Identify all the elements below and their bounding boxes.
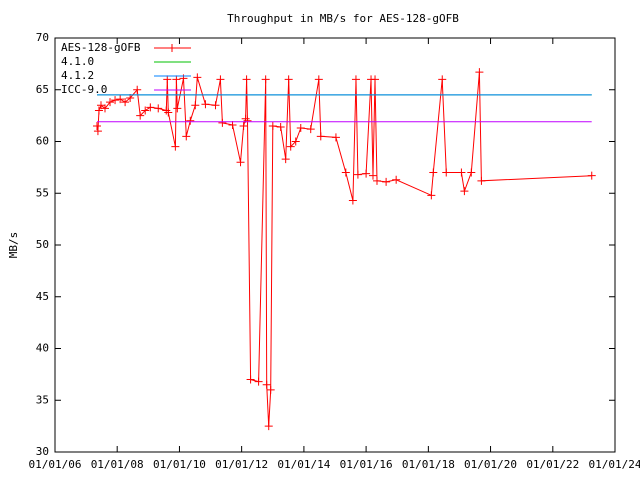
point-marker bbox=[101, 104, 110, 113]
point-marker bbox=[133, 85, 142, 94]
point-marker bbox=[331, 133, 340, 142]
point-marker bbox=[186, 116, 195, 125]
point-marker bbox=[218, 118, 227, 127]
point-marker bbox=[442, 168, 451, 177]
point-marker bbox=[587, 171, 596, 180]
point-marker bbox=[96, 101, 105, 110]
point-marker bbox=[262, 380, 271, 389]
point-marker bbox=[154, 104, 163, 113]
legend-label: 4.1.2 bbox=[61, 69, 94, 82]
y-tick-label: 40 bbox=[36, 342, 49, 355]
legend-label: ICC-9.0 bbox=[61, 83, 107, 96]
point-marker bbox=[211, 101, 220, 110]
point-marker bbox=[382, 177, 391, 186]
point-marker bbox=[427, 191, 436, 200]
y-tick-label: 55 bbox=[36, 186, 49, 199]
y-tick-label: 60 bbox=[36, 135, 49, 148]
point-marker bbox=[193, 73, 202, 82]
y-tick-label: 35 bbox=[36, 393, 49, 406]
point-marker bbox=[477, 176, 486, 185]
point-marker bbox=[296, 124, 305, 133]
x-tick-label: 01/01/10 bbox=[153, 458, 206, 471]
point-marker bbox=[162, 106, 171, 115]
legend-label: 4.1.0 bbox=[61, 55, 94, 68]
x-tick-label: 01/01/08 bbox=[91, 458, 144, 471]
point-marker bbox=[236, 158, 245, 167]
point-marker bbox=[173, 104, 182, 113]
x-tick-label: 01/01/24 bbox=[589, 458, 640, 471]
point-marker bbox=[191, 101, 200, 110]
point-marker bbox=[291, 137, 300, 146]
point-marker bbox=[348, 196, 357, 205]
y-tick-label: 45 bbox=[36, 290, 49, 303]
x-tick-label: 01/01/14 bbox=[277, 458, 330, 471]
point-marker bbox=[242, 75, 251, 84]
point-marker bbox=[93, 127, 102, 136]
point-marker bbox=[246, 375, 255, 384]
point-marker bbox=[116, 95, 125, 104]
point-marker bbox=[243, 116, 252, 125]
point-marker bbox=[284, 75, 293, 84]
point-marker bbox=[171, 142, 180, 151]
point-marker bbox=[457, 168, 466, 177]
point-marker bbox=[392, 175, 401, 184]
y-tick-label: 70 bbox=[36, 31, 49, 44]
point-marker bbox=[351, 75, 360, 84]
point-marker bbox=[353, 170, 362, 179]
point-marker bbox=[286, 142, 295, 151]
point-marker bbox=[136, 111, 145, 120]
point-marker bbox=[106, 98, 115, 107]
point-marker bbox=[254, 377, 263, 386]
x-tick-label: 01/01/22 bbox=[526, 458, 579, 471]
point-marker bbox=[264, 422, 273, 431]
chart-title: Throughput in MB/s for AES-128-gOFB bbox=[227, 12, 459, 25]
point-marker bbox=[467, 168, 476, 177]
point-marker bbox=[371, 75, 380, 84]
point-marker bbox=[281, 155, 290, 164]
point-marker bbox=[201, 100, 210, 109]
point-marker bbox=[341, 168, 350, 177]
plot-border bbox=[54, 37, 616, 453]
y-tick-label: 30 bbox=[36, 445, 49, 458]
x-tick-label: 01/01/12 bbox=[215, 458, 268, 471]
point-marker bbox=[172, 75, 181, 84]
point-marker bbox=[216, 75, 225, 84]
x-tick-label: 01/01/18 bbox=[402, 458, 455, 471]
x-tick-label: 01/01/16 bbox=[340, 458, 393, 471]
point-marker bbox=[475, 68, 484, 77]
point-marker bbox=[368, 171, 377, 180]
point-marker bbox=[111, 96, 120, 105]
legend-label: AES-128-gOFB bbox=[61, 41, 141, 54]
point-marker bbox=[276, 123, 285, 132]
legend-marker bbox=[168, 44, 176, 52]
point-marker bbox=[146, 103, 155, 112]
point-marker bbox=[261, 75, 270, 84]
point-marker bbox=[306, 125, 315, 134]
y-tick-label: 65 bbox=[36, 83, 49, 96]
point-marker bbox=[182, 132, 191, 141]
point-marker bbox=[268, 121, 277, 130]
point-marker bbox=[121, 98, 130, 107]
point-marker bbox=[316, 132, 325, 141]
point-marker bbox=[372, 176, 381, 185]
point-marker bbox=[141, 106, 150, 115]
point-marker bbox=[314, 75, 323, 84]
point-marker bbox=[266, 385, 275, 394]
y-axis-label: MB/s bbox=[7, 232, 20, 259]
point-marker bbox=[460, 187, 469, 196]
x-tick-label: 01/01/06 bbox=[29, 458, 82, 471]
point-marker bbox=[362, 169, 371, 178]
point-marker bbox=[429, 168, 438, 177]
point-marker bbox=[438, 75, 447, 84]
point-marker bbox=[164, 108, 173, 117]
point-marker bbox=[94, 106, 103, 115]
point-marker bbox=[92, 121, 101, 130]
point-marker bbox=[163, 75, 172, 84]
y-tick-label: 50 bbox=[36, 238, 49, 251]
x-tick-label: 01/01/20 bbox=[464, 458, 517, 471]
point-marker bbox=[239, 121, 248, 130]
